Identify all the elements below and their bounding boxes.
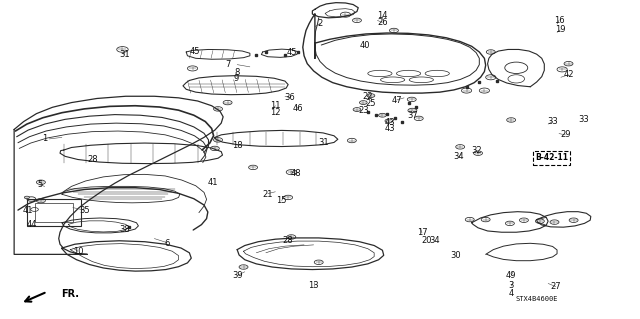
Text: 28: 28 xyxy=(283,236,294,245)
Text: 43: 43 xyxy=(385,118,396,127)
Text: 38: 38 xyxy=(119,225,130,234)
Text: 33: 33 xyxy=(547,117,558,126)
Text: 33: 33 xyxy=(578,115,589,123)
Bar xyxy=(27,199,81,226)
Text: 21: 21 xyxy=(262,190,273,199)
Text: 29: 29 xyxy=(560,130,571,139)
Text: 48: 48 xyxy=(291,169,301,178)
Text: 43: 43 xyxy=(385,124,396,133)
Text: 46: 46 xyxy=(293,104,303,113)
Text: B-42-11: B-42-11 xyxy=(535,153,568,162)
Text: 40: 40 xyxy=(359,41,370,50)
Text: 17: 17 xyxy=(417,228,428,237)
Text: 37: 37 xyxy=(407,111,418,120)
Bar xyxy=(35,203,73,222)
Text: 34: 34 xyxy=(429,236,440,245)
Text: 11: 11 xyxy=(270,101,281,110)
Text: 18: 18 xyxy=(232,141,243,150)
Text: 13: 13 xyxy=(308,281,319,291)
Text: STX4B4600E: STX4B4600E xyxy=(515,296,558,302)
Text: 27: 27 xyxy=(550,282,561,291)
Text: 44: 44 xyxy=(27,220,37,229)
Text: 4: 4 xyxy=(509,289,514,298)
Text: 15: 15 xyxy=(276,196,287,205)
Text: 10: 10 xyxy=(72,247,83,256)
Text: 49: 49 xyxy=(506,271,516,280)
Text: 36: 36 xyxy=(285,93,296,102)
Text: 2: 2 xyxy=(317,19,323,28)
Text: 3: 3 xyxy=(508,281,514,291)
Text: 22: 22 xyxy=(362,93,373,101)
Text: 25: 25 xyxy=(365,99,376,108)
Text: 30: 30 xyxy=(451,251,461,260)
Text: 20: 20 xyxy=(421,236,431,245)
Circle shape xyxy=(24,196,29,199)
Text: 35: 35 xyxy=(79,206,90,215)
Text: 8: 8 xyxy=(234,68,240,77)
Text: 45: 45 xyxy=(189,47,200,56)
Text: 31: 31 xyxy=(319,137,329,147)
Text: 26: 26 xyxy=(377,18,388,27)
Text: 6: 6 xyxy=(164,239,170,248)
Text: 28: 28 xyxy=(87,155,98,164)
Text: 5: 5 xyxy=(37,180,42,189)
Text: 41: 41 xyxy=(208,178,218,187)
Text: FR.: FR. xyxy=(61,289,79,299)
Text: 1: 1 xyxy=(42,134,47,144)
Text: 7: 7 xyxy=(225,60,230,69)
Text: 32: 32 xyxy=(471,146,481,155)
Text: 23: 23 xyxy=(358,106,369,115)
Text: 19: 19 xyxy=(555,25,566,34)
Text: 39: 39 xyxy=(232,271,243,280)
Text: 16: 16 xyxy=(554,16,564,25)
Text: 31: 31 xyxy=(119,50,130,59)
Text: 41: 41 xyxy=(23,206,33,215)
Text: 9: 9 xyxy=(233,74,239,83)
Text: 47: 47 xyxy=(391,96,402,105)
Text: 42: 42 xyxy=(563,70,574,79)
Text: 45: 45 xyxy=(287,48,297,57)
Text: 14: 14 xyxy=(377,11,388,20)
Text: 12: 12 xyxy=(270,108,281,117)
Text: 34: 34 xyxy=(454,152,464,161)
